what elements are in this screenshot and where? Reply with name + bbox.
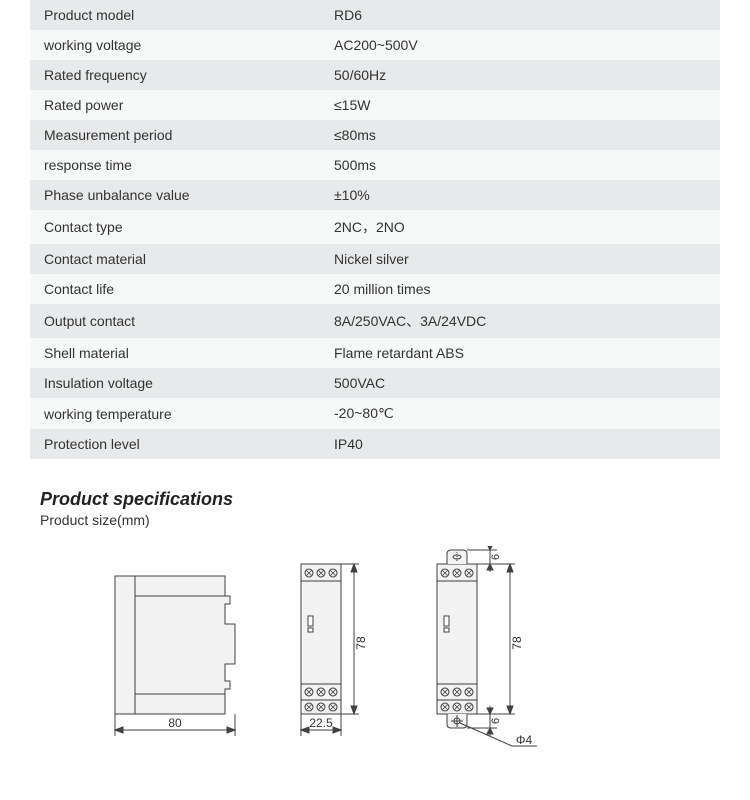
spec-value: ≤80ms: [320, 120, 720, 150]
spec-value: -20~80℃: [320, 398, 720, 429]
product-drawings: 80: [80, 546, 750, 761]
drawing-back: 6 78 6 Φ4: [417, 546, 557, 761]
spec-value: ±10%: [320, 180, 720, 210]
spec-label: Rated frequency: [30, 60, 320, 90]
table-row: working temperature-20~80℃: [30, 398, 720, 429]
spec-value: RD6: [320, 0, 720, 30]
table-row: Protection levelIP40: [30, 429, 720, 459]
specs-table: Product modelRD6working voltageAC200~500…: [30, 0, 720, 459]
table-row: Rated power≤15W: [30, 90, 720, 120]
spec-value: 500VAC: [320, 368, 720, 398]
table-row: Measurement period≤80ms: [30, 120, 720, 150]
table-row: Contact materialNickel silver: [30, 244, 720, 274]
table-row: Insulation voltage500VAC: [30, 368, 720, 398]
spec-label: Shell material: [30, 338, 320, 368]
spec-label: Measurement period: [30, 120, 320, 150]
drawing-side: 80: [80, 546, 255, 746]
spec-value: ≤15W: [320, 90, 720, 120]
spec-label: Rated power: [30, 90, 320, 120]
dim-back-tab-bot: 6: [490, 718, 502, 724]
dim-front-height: 78: [354, 636, 368, 650]
section-title: Product specifications: [40, 489, 750, 510]
table-row: Rated frequency50/60Hz: [30, 60, 720, 90]
spec-label: Protection level: [30, 429, 320, 459]
spec-label: Contact type: [30, 210, 320, 244]
dim-hole: Φ4: [516, 733, 533, 747]
table-row: Contact life20 million times: [30, 274, 720, 304]
spec-label: response time: [30, 150, 320, 180]
spec-label: Output contact: [30, 304, 320, 338]
spec-value: 50/60Hz: [320, 60, 720, 90]
spec-label: Phase unbalance value: [30, 180, 320, 210]
spec-value: 8A/250VAC、3A/24VDC: [320, 304, 720, 338]
spec-label: Contact life: [30, 274, 320, 304]
table-row: Contact type2NC，2NO: [30, 210, 720, 244]
dim-side-width: 80: [168, 716, 182, 730]
table-row: Output contact8A/250VAC、3A/24VDC: [30, 304, 720, 338]
table-row: Shell materialFlame retardant ABS: [30, 338, 720, 368]
spec-label: working voltage: [30, 30, 320, 60]
spec-value: AC200~500V: [320, 30, 720, 60]
drawing-front: 78 22.5: [281, 546, 391, 746]
table-row: Phase unbalance value±10%: [30, 180, 720, 210]
spec-label: working temperature: [30, 398, 320, 429]
dim-front-width: 22.5: [309, 716, 333, 730]
spec-value: Nickel silver: [320, 244, 720, 274]
dim-back-height: 78: [510, 636, 524, 650]
spec-value: IP40: [320, 429, 720, 459]
spec-value: Flame retardant ABS: [320, 338, 720, 368]
spec-value: 500ms: [320, 150, 720, 180]
spec-value: 20 million times: [320, 274, 720, 304]
section-subtitle: Product size(mm): [40, 512, 750, 528]
spec-label: Contact material: [30, 244, 320, 274]
table-row: working voltageAC200~500V: [30, 30, 720, 60]
spec-label: Insulation voltage: [30, 368, 320, 398]
table-row: Product modelRD6: [30, 0, 720, 30]
spec-label: Product model: [30, 0, 320, 30]
spec-value: 2NC，2NO: [320, 210, 720, 244]
dim-back-tab-top: 6: [490, 554, 502, 560]
table-row: response time500ms: [30, 150, 720, 180]
